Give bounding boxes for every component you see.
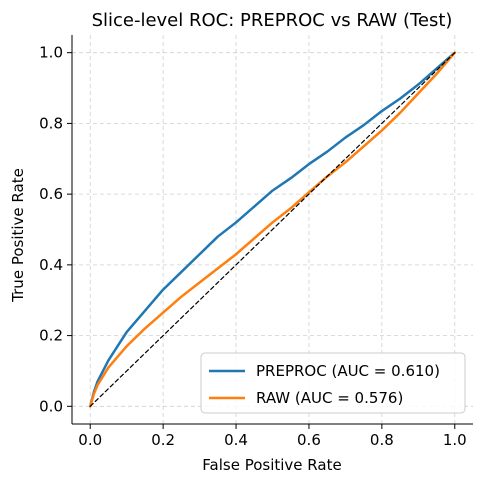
chart-title: Slice-level ROC: PREPROC vs RAW (Test): [92, 10, 453, 31]
y-tick-label-2: 0.4: [39, 256, 63, 274]
x-tick-label-4: 0.8: [370, 431, 394, 449]
y-tick-label-0: 0.0: [39, 397, 63, 415]
legend-label-preproc: PREPROC (AUC = 0.610): [256, 362, 440, 380]
x-tick-label-2: 0.4: [224, 431, 248, 449]
x-tick-label-3: 0.6: [297, 431, 321, 449]
series-line-0: [88, 51, 457, 408]
x-axis-title: False Positive Rate: [202, 456, 341, 474]
x-tick-label-0: 0.0: [78, 431, 102, 449]
axes: [67, 35, 473, 429]
legend-label-raw: RAW (AUC = 0.576): [256, 389, 403, 407]
y-tick-label-4: 0.8: [39, 114, 63, 132]
legend: PREPROC (AUC = 0.610) RAW (AUC = 0.576): [200, 352, 466, 414]
x-tick-label-5: 1.0: [443, 431, 467, 449]
y-tick-label-1: 0.2: [39, 327, 63, 345]
series-line-1: [88, 51, 457, 408]
chance-diagonal-line: [89, 52, 456, 407]
tick-labels: 0.0 0.2 0.4 0.6 0.8 1.0 0.0 0.2 0.4 0.6 0.8 1.0: [39, 44, 467, 449]
x-tick-label-1: 0.2: [151, 431, 175, 449]
y-tick-label-5: 1.0: [39, 44, 63, 62]
plot-lines: [88, 51, 457, 408]
y-tick-label-3: 0.6: [39, 185, 63, 203]
y-axis-title: True Positive Rate: [9, 168, 27, 303]
legend-box: [200, 352, 466, 414]
